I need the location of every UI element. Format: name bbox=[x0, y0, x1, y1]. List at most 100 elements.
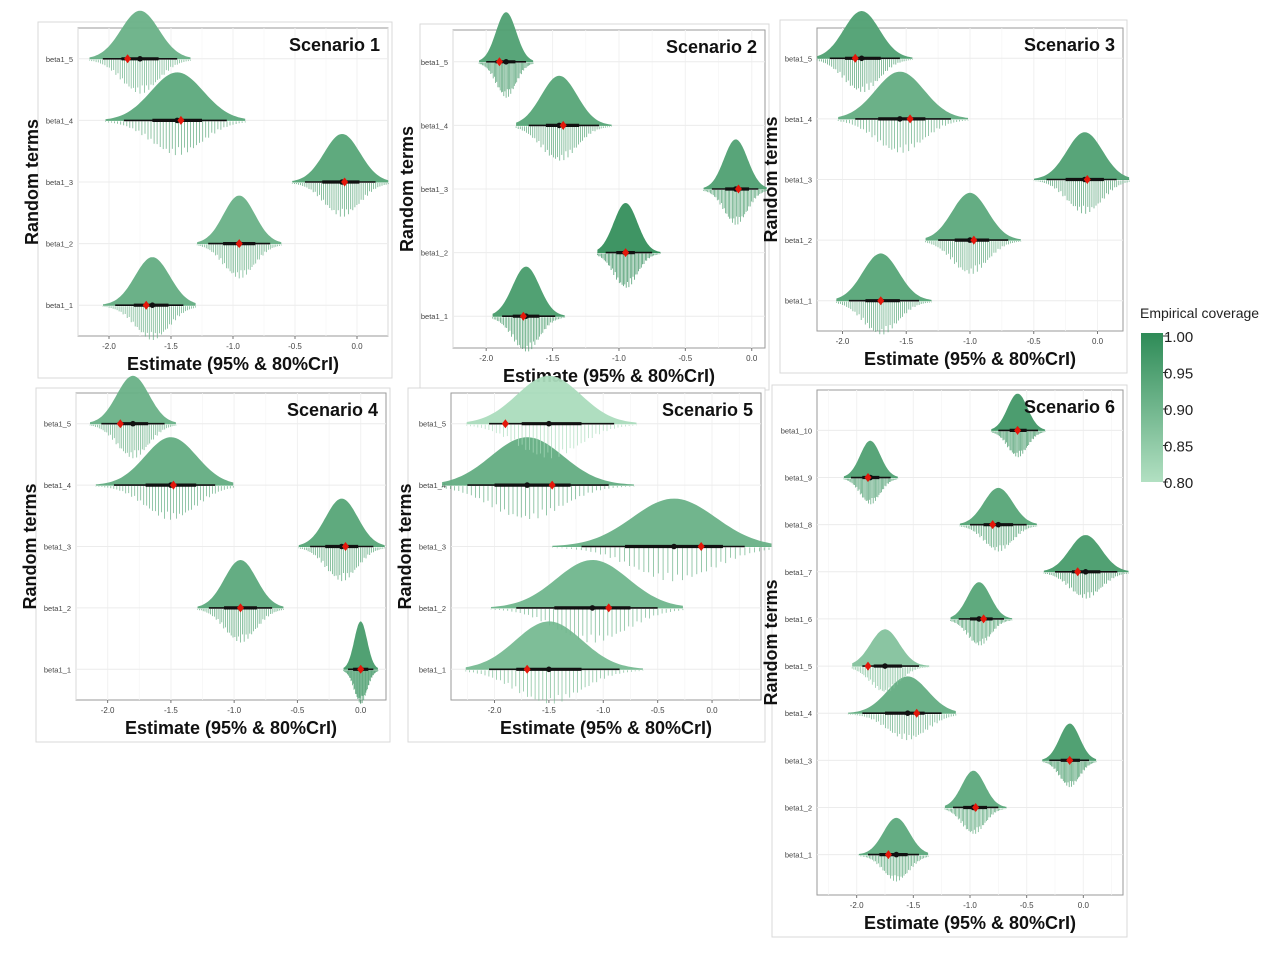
y-tick-label: beta1_1 bbox=[44, 665, 71, 674]
x-tick-label: 0.0 bbox=[1092, 337, 1104, 346]
replicate-rug bbox=[291, 183, 389, 217]
panel-title: Scenario 2 bbox=[666, 37, 757, 57]
density-beta1_3 bbox=[291, 134, 389, 217]
true-value-marker bbox=[116, 419, 124, 429]
density-beta1_5 bbox=[89, 10, 191, 94]
estimate-point bbox=[546, 420, 552, 427]
density-curve bbox=[89, 10, 191, 59]
replicate-rug bbox=[492, 317, 566, 352]
x-tick-label: -1.5 bbox=[906, 901, 920, 910]
x-tick-label: -1.0 bbox=[963, 901, 977, 910]
y-tick-label: beta1_5 bbox=[46, 55, 73, 64]
density-beta1_10 bbox=[990, 393, 1046, 458]
density-curve bbox=[197, 560, 284, 608]
y-tick-label: beta1_3 bbox=[46, 178, 73, 187]
true-value-marker bbox=[734, 184, 742, 194]
estimate-point bbox=[130, 420, 136, 427]
density-curve bbox=[479, 12, 534, 62]
x-tick-label: -2.0 bbox=[488, 706, 502, 715]
y-tick-label: beta1_5 bbox=[421, 58, 448, 67]
y-tick-label: beta1_9 bbox=[785, 474, 812, 483]
density-curve bbox=[298, 498, 385, 547]
panel-title: Scenario 6 bbox=[1024, 397, 1115, 417]
x-tick-label: -1.0 bbox=[963, 337, 977, 346]
density-curve bbox=[466, 375, 637, 424]
density-curve bbox=[817, 11, 913, 59]
true-value-marker bbox=[605, 603, 613, 613]
panel-scenario-2: -2.0 -1.5 -1.0 -0.5 0.0 beta1_1 beta1_2 beta1_3… bbox=[397, 12, 770, 391]
density-curve bbox=[492, 266, 565, 317]
replicate-rug bbox=[197, 608, 284, 643]
true-value-marker bbox=[357, 664, 365, 674]
density-beta1_3 bbox=[1033, 132, 1130, 214]
x-tick-label: -1.0 bbox=[227, 706, 241, 715]
true-value-marker bbox=[622, 248, 630, 258]
legend-title: Empirical coverage bbox=[1140, 305, 1259, 321]
density-beta1_5 bbox=[466, 375, 637, 459]
true-value-marker bbox=[169, 480, 177, 490]
y-axis-label: Random terms bbox=[20, 483, 40, 609]
density-beta1_5 bbox=[478, 12, 534, 98]
replicate-rug bbox=[597, 253, 661, 288]
replicate-rug bbox=[959, 525, 1038, 552]
y-tick-label: beta1_1 bbox=[46, 301, 73, 310]
replicate-rug bbox=[298, 547, 386, 582]
density-beta1_9 bbox=[843, 440, 899, 505]
estimate-point bbox=[556, 122, 563, 129]
y-axis-label: Random terms bbox=[395, 483, 415, 609]
estimate-point bbox=[897, 116, 903, 122]
panel-scenario-4: -2.0 -1.5 -1.0 -0.5 0.0 beta1_1 beta1_2 beta1_3… bbox=[20, 375, 391, 743]
y-tick-label: beta1_2 bbox=[44, 604, 71, 613]
panel-scenario-1: -2.0 -1.5 -1.0 -0.5 0.0 beta1_1 beta1_2 beta1_3… bbox=[22, 10, 393, 379]
estimate-point bbox=[967, 237, 973, 243]
true-value-marker bbox=[177, 115, 185, 125]
y-tick-label: beta1_2 bbox=[785, 803, 812, 812]
true-value-marker bbox=[341, 177, 349, 187]
x-tick-label: -1.5 bbox=[164, 342, 178, 351]
density-curve bbox=[465, 621, 643, 670]
legend-tick-label: 0.95 bbox=[1164, 366, 1193, 383]
legend-tick-label: 0.85 bbox=[1164, 439, 1193, 456]
replicate-rug bbox=[851, 667, 930, 693]
replicate-rug bbox=[89, 59, 191, 94]
density-beta1_4 bbox=[847, 676, 957, 741]
density-curve bbox=[950, 582, 1013, 619]
true-value-marker bbox=[1014, 425, 1022, 435]
x-tick-label: -1.5 bbox=[546, 354, 560, 363]
legend-tick-label: 0.90 bbox=[1164, 402, 1193, 419]
replicate-rug bbox=[515, 126, 612, 161]
x-tick-label: -0.5 bbox=[291, 706, 305, 715]
replicate-rug bbox=[847, 714, 957, 741]
density-beta1_5 bbox=[851, 629, 930, 693]
density-beta1_2 bbox=[490, 560, 684, 643]
y-tick-label: beta1_7 bbox=[785, 568, 812, 577]
density-beta1_4 bbox=[105, 72, 246, 156]
estimate-point bbox=[524, 482, 530, 488]
x-tick-label: -0.5 bbox=[1027, 337, 1041, 346]
true-value-marker bbox=[1066, 755, 1074, 765]
x-tick-label: -2.0 bbox=[850, 901, 864, 910]
replicate-rug bbox=[196, 244, 282, 279]
density-curve bbox=[848, 676, 956, 714]
density-beta1_4 bbox=[95, 437, 234, 520]
density-beta1_1 bbox=[465, 621, 644, 704]
density-beta1_3 bbox=[552, 498, 775, 582]
density-curve bbox=[944, 770, 1007, 808]
x-axis-label: Estimate (95% & 80%CrI) bbox=[864, 913, 1076, 933]
density-curve bbox=[103, 257, 196, 306]
x-tick-label: -2.0 bbox=[102, 342, 116, 351]
density-beta1_4 bbox=[837, 71, 969, 153]
replicate-rug bbox=[990, 431, 1046, 458]
estimate-point bbox=[149, 302, 156, 309]
replicate-rug bbox=[1043, 572, 1129, 599]
true-value-marker bbox=[495, 57, 503, 67]
y-tick-label: beta1_5 bbox=[785, 54, 812, 63]
density-curve bbox=[516, 75, 612, 126]
replicate-rug bbox=[816, 59, 913, 92]
density-curve bbox=[491, 560, 683, 608]
x-axis-label: Estimate (95% & 80%CrI) bbox=[125, 718, 337, 738]
density-beta1_5 bbox=[89, 375, 177, 459]
x-tick-label: -2.0 bbox=[101, 706, 115, 715]
y-tick-label: beta1_2 bbox=[419, 604, 446, 613]
density-beta1_3 bbox=[298, 498, 386, 582]
